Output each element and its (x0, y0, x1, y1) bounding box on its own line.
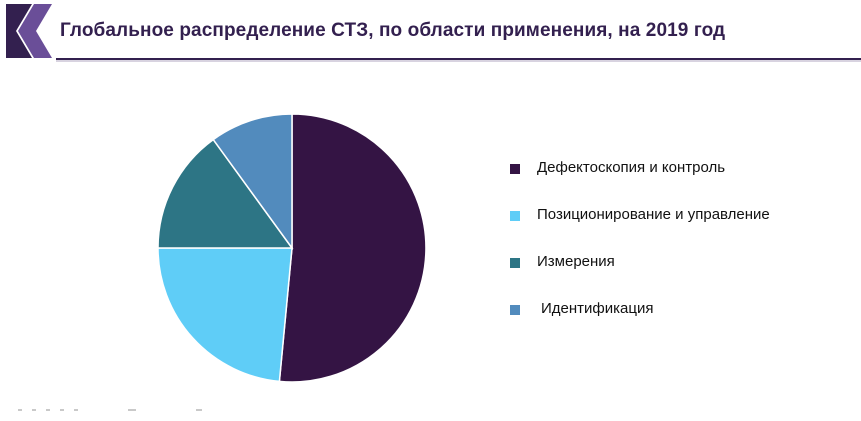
legend-swatch (510, 211, 520, 221)
legend-label: Измерения (537, 253, 615, 270)
header: Глобальное распределение СТЗ, по области… (0, 0, 861, 62)
title-underline (56, 58, 861, 60)
legend-label: Идентификация (541, 300, 654, 317)
footer-source-smudge (18, 409, 202, 411)
pie-slice-4 (212, 113, 293, 251)
legend-swatch (510, 258, 520, 268)
legend-label: Дефектоскопия и контроль (537, 159, 726, 176)
pie-slice-2 (157, 247, 293, 383)
page-title: Глобальное распределение СТЗ, по области… (60, 20, 726, 41)
legend-swatch (510, 305, 520, 315)
brand-logo (6, 4, 52, 58)
pie-slice-1 (278, 113, 427, 383)
legend-label: Позиционирование и управление (537, 206, 770, 223)
title-underline-shadow (56, 60, 861, 62)
pie-slice-3 (157, 138, 294, 249)
legend-swatch (510, 164, 520, 174)
